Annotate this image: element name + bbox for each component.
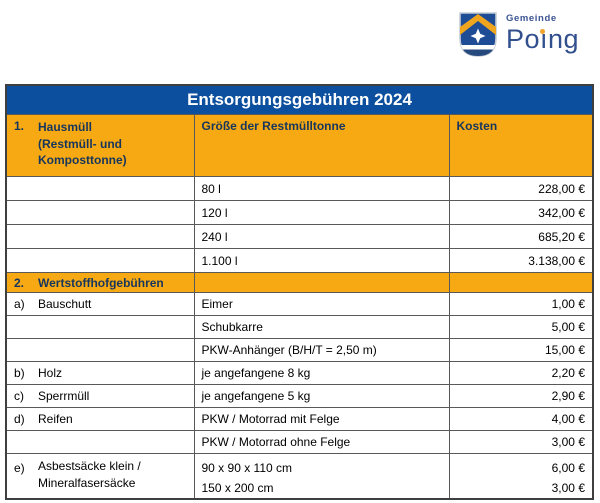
category-cell: a) Bauschutt: [5, 292, 195, 316]
cost-cell: 2,20 €: [448, 361, 594, 385]
size-column-header: Größe der Restmülltonne: [193, 114, 450, 177]
logo-name-text: Poıng: [506, 24, 580, 54]
table-row: c) Sperrmüll je angefangene 5 kg 2,90 €: [5, 384, 594, 408]
size-cell: 240 l: [193, 224, 450, 249]
cost-cell: 685,20 €: [448, 224, 594, 249]
size-cell: 80 l: [193, 176, 450, 201]
cost-cell: 1,00 €: [448, 292, 594, 316]
desc-cell: Eimer: [193, 292, 450, 316]
poing-coat-of-arms-icon: [459, 12, 497, 57]
desc-cell: PKW-Anhänger (B/H/T = 2,50 m): [193, 338, 450, 362]
logo-text-block: Gemeinde Poıng: [506, 11, 579, 54]
table-row: 80 l 228,00 €: [5, 176, 594, 201]
empty-cell: [5, 200, 195, 225]
section2-header-row: 2. Wertstoffhofgebühren: [5, 272, 594, 293]
row-letter: e): [14, 461, 25, 475]
row-label: Sperrmüll: [38, 389, 90, 403]
row-label: Holz: [38, 366, 63, 380]
table-row: PKW / Motorrad ohne Felge 3,00 €: [5, 430, 594, 454]
section1-category-cell: 1. Hausmüll (Restmüll- und Komposttonne): [5, 114, 195, 177]
table-row: Schubkarre 5,00 €: [5, 315, 594, 339]
category-cell: b) Holz: [5, 361, 195, 385]
cost-cell: 5,00 €: [448, 315, 594, 339]
cost-cell: 4,00 €: [448, 407, 594, 431]
table-row: a) Bauschutt Eimer 1,00 €: [5, 292, 594, 316]
empty-cell: [5, 248, 195, 273]
table-row: 120 l 342,00 €: [5, 200, 594, 225]
table-row: 1.100 l 3.138,00 €: [5, 248, 594, 273]
cost-cell: 2,90 €: [448, 384, 594, 408]
category-cell: d) Reifen: [5, 407, 195, 431]
table-row: b) Holz je angefangene 8 kg 2,20 €: [5, 361, 594, 385]
section1-header-row: 1. Hausmüll (Restmüll- und Komposttonne)…: [5, 114, 594, 177]
size-cell: 120 l: [193, 200, 450, 225]
fees-table: Entsorgungsgebühren 2024 1. Hausmüll (Re…: [5, 84, 594, 500]
empty-cell: [5, 224, 195, 249]
section2-category-cell: 2. Wertstoffhofgebühren: [5, 272, 195, 293]
desc-cell: PKW / Motorrad ohne Felge: [193, 430, 450, 454]
empty-cell: [448, 272, 594, 293]
row-letter: a): [14, 297, 25, 311]
page-title: Entsorgungsgebühren 2024: [5, 84, 594, 115]
cost-cell: 15,00 €: [448, 338, 594, 362]
section1-label: Hausmüll (Restmüll- und Komposttonne): [38, 120, 127, 167]
row-label: Bauschutt: [38, 297, 92, 311]
cost-column-header: Kosten: [448, 114, 594, 177]
category-cell: [5, 315, 195, 339]
cost-cell: 228,00 €: [448, 176, 594, 201]
row-letter: d): [14, 412, 25, 426]
desc-cell: 90 x 90 x 110 cm 150 x 200 cm: [193, 453, 450, 500]
section2-number: 2.: [14, 275, 25, 290]
category-cell: [5, 338, 195, 362]
table-row: PKW-Anhänger (B/H/T = 2,50 m) 15,00 €: [5, 338, 594, 362]
section1-number: 1.: [14, 119, 25, 133]
empty-cell: [193, 272, 450, 293]
logo-org-text: Gemeinde: [506, 13, 557, 24]
desc-cell: je angefangene 5 kg: [193, 384, 450, 408]
logo-i-dot-icon: [540, 29, 545, 34]
cost-cell: 6,00 € 3,00 €: [448, 453, 594, 500]
desc-cell: PKW / Motorrad mit Felge: [193, 407, 450, 431]
row-label: Asbestsäcke klein / Mineralfasersäcke: [38, 459, 141, 490]
row-letter: b): [14, 366, 25, 380]
empty-cell: [5, 176, 195, 201]
desc-cell: Schubkarre: [193, 315, 450, 339]
table-row: e) Asbestsäcke klein / Mineralfasersäcke…: [5, 453, 594, 500]
category-cell: [5, 430, 195, 454]
size-cell: 1.100 l: [193, 248, 450, 273]
cost-cell: 342,00 €: [448, 200, 594, 225]
cost-cell: 3,00 €: [448, 430, 594, 454]
section2-label: Wertstoffhofgebühren: [38, 275, 164, 290]
row-letter: c): [14, 389, 24, 403]
row-label: Reifen: [38, 412, 73, 426]
table-row: d) Reifen PKW / Motorrad mit Felge 4,00 …: [5, 407, 594, 431]
cost-cell: 3.138,00 €: [448, 248, 594, 273]
desc-cell: je angefangene 8 kg: [193, 361, 450, 385]
table-row: 240 l 685,20 €: [5, 224, 594, 249]
category-cell: c) Sperrmüll: [5, 384, 195, 408]
table-title-row: Entsorgungsgebühren 2024: [5, 84, 594, 115]
gemeinde-poing-logo: Gemeinde Poıng: [458, 11, 579, 58]
category-cell: e) Asbestsäcke klein / Mineralfasersäcke: [5, 453, 195, 500]
